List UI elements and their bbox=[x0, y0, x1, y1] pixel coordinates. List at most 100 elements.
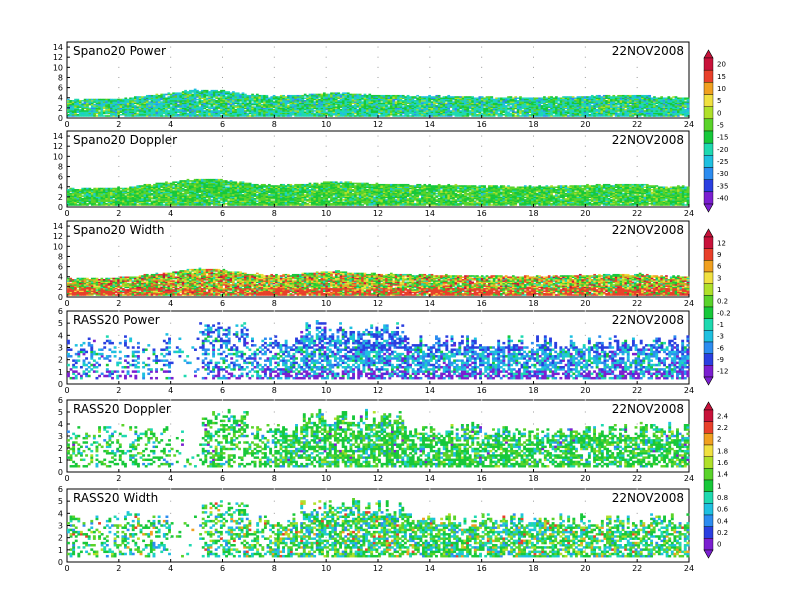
panel-date: 22NOV2008 bbox=[612, 133, 684, 147]
colorbar-label: 9 bbox=[717, 251, 721, 259]
colorbar-segment bbox=[703, 479, 714, 492]
y-tick-label: 3 bbox=[58, 522, 63, 531]
colorbar-segment bbox=[703, 295, 714, 308]
colorbar-label: 0.8 bbox=[717, 494, 728, 502]
panel-date: 22NOV2008 bbox=[612, 223, 684, 237]
x-tick-label: 10 bbox=[321, 209, 331, 218]
y-tick-label: 0 bbox=[58, 380, 63, 389]
x-tick-labels: 0 2 4 6 8 10 12 14 16 18 20 22 24 bbox=[64, 381, 694, 395]
x-tick-label: 2 bbox=[116, 564, 121, 573]
y-tick-label: 6 bbox=[58, 173, 63, 182]
colorbar-label: 0.4 bbox=[717, 517, 729, 525]
y-tick-label: 4 bbox=[58, 183, 63, 192]
x-tick-label: 2 bbox=[116, 386, 121, 395]
y-tick-label: 6 bbox=[58, 263, 63, 272]
x-tick-label: 22 bbox=[632, 386, 642, 395]
x-tick-label: 4 bbox=[168, 386, 173, 395]
x-tick-label: 12 bbox=[373, 299, 383, 308]
y-tick-label: 5 bbox=[58, 497, 63, 506]
y-tick-label: 12 bbox=[53, 53, 63, 62]
x-tick-label: 4 bbox=[168, 209, 173, 218]
x-tick-label: 12 bbox=[373, 120, 383, 129]
colorbar-label: 15 bbox=[717, 73, 726, 81]
colorbar-label: 0.6 bbox=[717, 506, 729, 514]
x-tick-label: 22 bbox=[632, 120, 642, 129]
colorbar-label: 1.8 bbox=[717, 447, 728, 455]
panel-title: RASS20 Power bbox=[73, 313, 160, 327]
colorbar-label: -20 bbox=[717, 146, 728, 154]
colorbar-segment bbox=[703, 491, 714, 504]
colorbar-segment bbox=[703, 503, 714, 516]
colorbar-segment bbox=[703, 433, 714, 446]
colorbar-top-arrow bbox=[703, 228, 714, 238]
x-tick-label: 12 bbox=[373, 209, 383, 218]
y-tick-label: 2 bbox=[58, 444, 63, 453]
y-tick-label: 4 bbox=[58, 509, 63, 518]
y-tick-label: 5 bbox=[58, 319, 63, 328]
colorbar-bottom-arrow bbox=[703, 549, 714, 559]
y-tick-label: 12 bbox=[53, 232, 63, 241]
colorbar-label: 1.4 bbox=[717, 471, 729, 479]
x-tick-label: 10 bbox=[321, 474, 331, 483]
colorbar-segment bbox=[703, 306, 714, 319]
colorbar-label: 6 bbox=[717, 263, 722, 271]
x-tick-label: 8 bbox=[272, 209, 277, 218]
heatmap-cells bbox=[67, 178, 690, 206]
x-tick-label: 4 bbox=[168, 120, 173, 129]
colorbar-segment bbox=[703, 167, 714, 180]
x-tick-label: 2 bbox=[116, 299, 121, 308]
x-tick-label: 20 bbox=[580, 564, 590, 573]
colorbar-2: 12 9 6 3 1 0.2 -0.2 -1 -3 -6 -9 -12 bbox=[703, 228, 731, 386]
y-tick-label: 10 bbox=[53, 152, 63, 161]
colorbar-segment bbox=[703, 514, 714, 527]
x-tick-label: 12 bbox=[373, 564, 383, 573]
heatmap-cells bbox=[67, 88, 690, 117]
x-tick-label: 0 bbox=[64, 120, 69, 129]
x-tick-label: 20 bbox=[580, 209, 590, 218]
x-tick-label: 16 bbox=[477, 386, 487, 395]
colorbar-label: 12 bbox=[717, 239, 726, 247]
colorbar-segment bbox=[703, 155, 714, 168]
y-tick-label: 12 bbox=[53, 142, 63, 151]
x-tick-label: 10 bbox=[321, 386, 331, 395]
x-tick-labels: 0 2 4 6 8 10 12 14 16 18 20 22 24 bbox=[64, 204, 694, 218]
x-tick-label: 20 bbox=[580, 474, 590, 483]
colorbar-segment bbox=[703, 94, 714, 107]
x-tick-label: 12 bbox=[373, 474, 383, 483]
panel-title: Spano20 Width bbox=[73, 223, 164, 237]
y-tick-label: 1 bbox=[58, 546, 63, 555]
heatmap-cells bbox=[67, 498, 690, 558]
y-tick-label: 4 bbox=[58, 94, 63, 103]
x-tick-label: 14 bbox=[425, 564, 435, 573]
x-tick-label: 6 bbox=[220, 299, 225, 308]
x-tick-label: 14 bbox=[425, 209, 435, 218]
x-tick-label: 10 bbox=[321, 564, 331, 573]
y-tick-label: 4 bbox=[58, 273, 63, 282]
x-tick-label: 4 bbox=[168, 474, 173, 483]
colorbar-segment bbox=[703, 260, 714, 273]
colorbar-label: 20 bbox=[717, 61, 726, 69]
colorbar-label: -6 bbox=[717, 344, 725, 352]
x-tick-label: 18 bbox=[528, 299, 538, 308]
y-tick-label: 1 bbox=[58, 368, 63, 377]
y-tick-label: 4 bbox=[58, 420, 63, 429]
x-tick-label: 22 bbox=[632, 474, 642, 483]
y-tick-label: 6 bbox=[58, 396, 63, 405]
colorbar-segment bbox=[703, 130, 714, 144]
x-tick-label: 24 bbox=[684, 120, 694, 129]
colorbar-label: 1 bbox=[717, 482, 721, 490]
x-tick-label: 10 bbox=[321, 299, 331, 308]
x-tick-label: 24 bbox=[684, 209, 694, 218]
y-tick-label: 0 bbox=[58, 203, 63, 212]
x-tick-label: 8 bbox=[272, 564, 277, 573]
x-tick-label: 8 bbox=[272, 474, 277, 483]
colorbar-label: 5 bbox=[717, 97, 721, 105]
x-tick-label: 18 bbox=[528, 120, 538, 129]
y-tick-label: 5 bbox=[58, 408, 63, 417]
panel-title: Spano20 Power bbox=[73, 44, 166, 58]
colorbar-label: -12 bbox=[717, 368, 728, 376]
y-tick-label: 2 bbox=[58, 283, 63, 292]
